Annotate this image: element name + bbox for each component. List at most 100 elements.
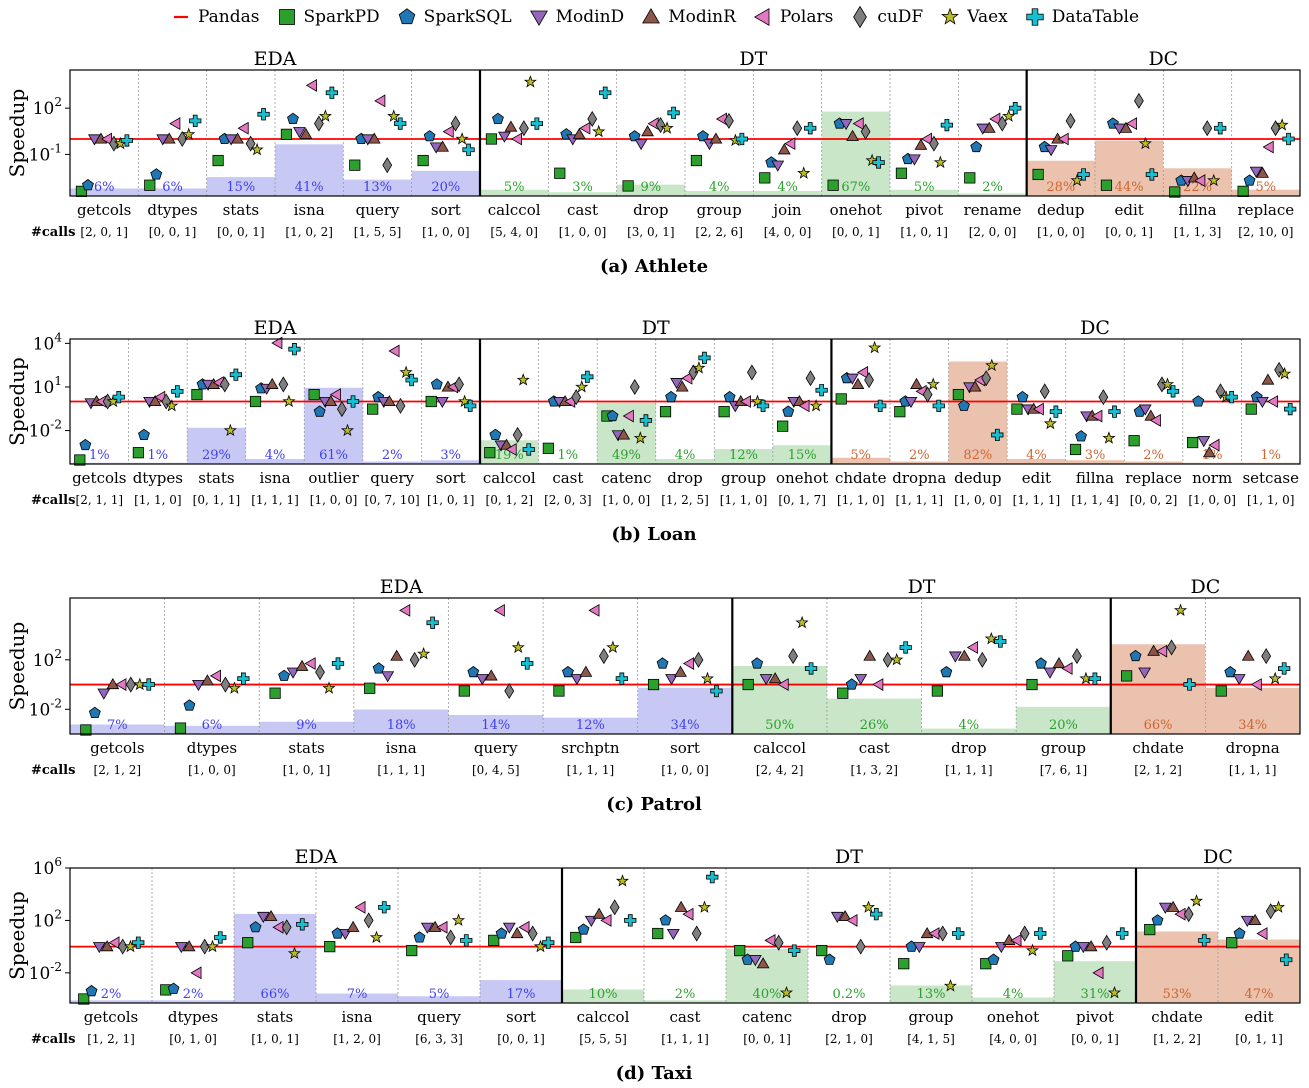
share-label: 4% [265, 448, 286, 463]
marker-sparksql [82, 179, 94, 191]
marker-sparkpd [1032, 168, 1044, 181]
marker-sparkpd [249, 395, 262, 408]
x-tick-label: cast [567, 201, 598, 219]
marker-modinr [674, 665, 687, 677]
marker-polars [777, 678, 789, 691]
marker-modinr [674, 900, 688, 912]
group-title: DT [908, 576, 936, 598]
marker-vaex [1173, 603, 1188, 616]
marker-sparksql [845, 678, 858, 690]
marker-modinr [264, 909, 278, 922]
marker-vaex [1138, 136, 1152, 150]
marker-modind [839, 119, 853, 131]
calls-value: [1, 1, 1] [377, 763, 425, 777]
x-tick-label: onehot [830, 201, 882, 219]
x-tick-label: edit [1115, 201, 1144, 219]
marker-modinr [100, 940, 114, 952]
marker-polars [1266, 395, 1279, 408]
marker-modinr [910, 377, 923, 389]
triangle-left-icon [753, 8, 770, 26]
calls-value: [1, 1, 1] [945, 763, 993, 777]
share-bar [187, 427, 246, 464]
marker-sparkpd [835, 393, 847, 405]
share-label: 3% [1085, 448, 1106, 463]
marker-vaex [523, 75, 537, 88]
marker-polars [354, 900, 366, 914]
x-tick-label: query [417, 1008, 461, 1026]
marker-datatable [1049, 405, 1063, 418]
marker-polars [1156, 644, 1168, 658]
y-tick-exponent: 1 [54, 374, 62, 388]
marker-modinr [299, 127, 313, 139]
calls-label: #calls [31, 493, 75, 508]
share-label: 12% [729, 448, 758, 463]
share-label: 28% [1046, 180, 1075, 195]
calls-value: [1, 0, 0] [559, 225, 607, 239]
marker-modinr [504, 120, 518, 132]
marker-datatable [667, 106, 680, 119]
calls-value: [1, 0, 0] [954, 493, 1002, 507]
share-bar [128, 462, 188, 464]
share-label: 5% [1256, 180, 1277, 195]
share-label: 14% [481, 718, 510, 733]
calls-value: [1, 2, 2] [1153, 1032, 1201, 1046]
marker-datatable [804, 122, 817, 135]
x-tick-label: calccol [483, 469, 536, 487]
x-tick-label: dtypes [147, 201, 197, 219]
marker-sparkpd [659, 406, 672, 418]
star-icon [941, 7, 960, 25]
marker-cudf [315, 664, 325, 681]
calls-value: [1, 1, 1] [661, 1032, 709, 1046]
marker-sparksql [577, 923, 590, 935]
marker-datatable [710, 684, 723, 698]
share-label: 2% [675, 987, 696, 1002]
calls-value: [1, 1, 0] [134, 493, 182, 507]
x-tick-label: dedup [954, 469, 1001, 487]
share-bar [1065, 460, 1125, 464]
marker-datatable [112, 391, 125, 404]
marker-modind [1240, 915, 1254, 927]
marker-vaex [861, 900, 876, 913]
marker-polars [442, 125, 454, 139]
marker-sparkpd [570, 931, 582, 944]
marker-vaex [417, 647, 431, 660]
share-label: 2% [183, 987, 204, 1002]
calls-value: [0, 4, 5] [472, 763, 520, 777]
calls-value: [0, 0, 1] [1105, 225, 1153, 239]
x-tick-label: replace [1237, 201, 1294, 219]
marker-sparkpd [827, 179, 839, 191]
share-label: 1% [558, 448, 579, 463]
marker-cudf [598, 648, 609, 665]
marker-vaex [287, 946, 302, 960]
legend-marker [941, 7, 960, 25]
marker-vaex [250, 142, 264, 156]
marker-cudf [855, 938, 866, 955]
calls-value: [1, 0, 1] [900, 225, 948, 239]
share-label: 20% [1049, 718, 1078, 733]
marker-modind [584, 915, 598, 927]
marker-modind [1138, 404, 1152, 416]
marker-vaex [1275, 118, 1289, 131]
x-tick-label: sort [506, 1008, 536, 1026]
x-tick-label: chdate [1151, 1008, 1203, 1026]
x-tick-label: rename [964, 201, 1022, 219]
marker-modinr [617, 428, 631, 440]
marker-polars [271, 336, 283, 350]
x-tick-label: catenc [742, 1008, 792, 1026]
y-tick-label: 10-2 [29, 418, 62, 442]
x-tick-label: dtypes [187, 739, 237, 757]
marker-sparkpd [898, 958, 910, 970]
marker-datatable [296, 918, 309, 931]
marker-cudf [314, 115, 324, 132]
share-bar [398, 996, 480, 1003]
calls-value: [2, 1, 1] [76, 493, 124, 507]
marker-datatable [599, 86, 612, 99]
marker-modinr [968, 380, 982, 392]
x-tick-label: outlier [308, 469, 359, 487]
x-tick-label: onehot [776, 469, 828, 487]
calls-value: [1, 0, 0] [1037, 225, 1085, 239]
x-tick-label: cast [552, 469, 583, 487]
group-title: EDA [380, 576, 423, 598]
calls-value: [1, 0, 0] [310, 493, 358, 507]
marker-cudf [922, 386, 933, 403]
